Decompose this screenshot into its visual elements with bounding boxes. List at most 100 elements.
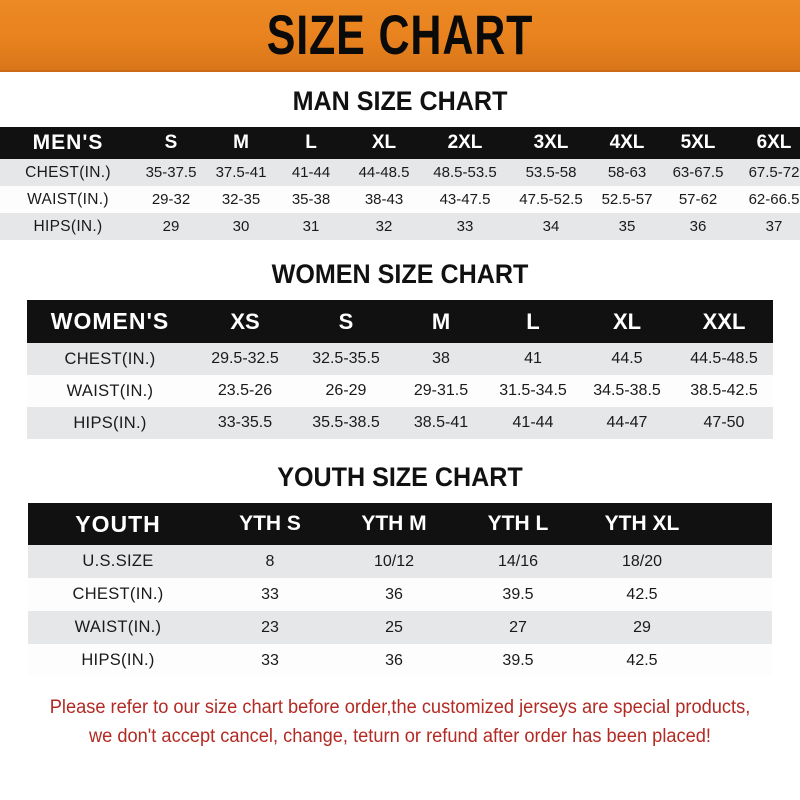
men-measurement-value: 35-38 bbox=[276, 186, 346, 213]
women-size-column-header: XXL bbox=[675, 300, 773, 343]
men-measurement-value: 57-62 bbox=[660, 186, 736, 213]
women-size-column-header: L bbox=[487, 300, 579, 343]
men-measurement-value: 33 bbox=[422, 213, 508, 240]
men-measurement-value: 35-37.5 bbox=[136, 159, 206, 186]
men-measurement-value: 47.5-52.5 bbox=[508, 186, 594, 213]
men-size-column-header: 2XL bbox=[422, 127, 508, 159]
men-measurement-value: 36 bbox=[660, 213, 736, 240]
women-measurement-value: 35.5-38.5 bbox=[297, 407, 395, 439]
men-measurement-value: 62-66.5 bbox=[736, 186, 800, 213]
men-measurement-value: 29 bbox=[136, 213, 206, 240]
youth-measurement-value: 33 bbox=[208, 578, 332, 611]
table-row: WAIST(IN.) 23.5-26 26-29 29-31.5 31.5-34.5 34… bbox=[27, 375, 773, 407]
men-size-column-header: XL bbox=[346, 127, 422, 159]
youth-row-spacer bbox=[704, 578, 772, 611]
men-size-column-header: 6XL bbox=[736, 127, 800, 159]
men-size-column-header: S bbox=[136, 127, 206, 159]
women-size-column-header: XL bbox=[579, 300, 675, 343]
men-measurement-value: 58-63 bbox=[594, 159, 660, 186]
women-measurement-value: 29.5-32.5 bbox=[193, 343, 297, 375]
women-measurement-value: 32.5-35.5 bbox=[297, 343, 395, 375]
men-measurement-value: 34 bbox=[508, 213, 594, 240]
youth-row-spacer bbox=[704, 644, 772, 677]
youth-section-title: YOUTH SIZE CHART bbox=[277, 462, 523, 492]
youth-measurement-value: 42.5 bbox=[580, 578, 704, 611]
men-measurement-value: 63-67.5 bbox=[660, 159, 736, 186]
men-measurement-value: 29-32 bbox=[136, 186, 206, 213]
men-size-column-header: 3XL bbox=[508, 127, 594, 159]
women-measurement-label: CHEST(IN.) bbox=[27, 343, 193, 375]
youth-size-column-header: YTH L bbox=[456, 503, 580, 545]
men-measurement-label: WAIST(IN.) bbox=[0, 186, 136, 213]
youth-size-column-header: YTH S bbox=[208, 503, 332, 545]
youth-measurement-value: 18/20 bbox=[580, 545, 704, 578]
men-size-column-header: 4XL bbox=[594, 127, 660, 159]
youth-row-spacer bbox=[704, 611, 772, 644]
youth-measurement-value: 14/16 bbox=[456, 545, 580, 578]
women-measurement-value: 44-47 bbox=[579, 407, 675, 439]
youth-measurement-value: 25 bbox=[332, 611, 456, 644]
women-measurement-value: 38.5-41 bbox=[395, 407, 487, 439]
women-size-column-header: XS bbox=[193, 300, 297, 343]
women-measurement-value: 44.5-48.5 bbox=[675, 343, 773, 375]
youth-measurement-value: 8 bbox=[208, 545, 332, 578]
women-measurement-label: WAIST(IN.) bbox=[27, 375, 193, 407]
women-size-table: WOMEN'S XS S M L XL XXL CHEST(IN.) 29.5-32.5 32.5… bbox=[27, 300, 773, 439]
women-measurement-value: 31.5-34.5 bbox=[487, 375, 579, 407]
women-size-column-header: S bbox=[297, 300, 395, 343]
women-measurement-value: 34.5-38.5 bbox=[579, 375, 675, 407]
women-measurement-value: 47-50 bbox=[675, 407, 773, 439]
table-row: CHEST(IN.) 33 36 39.5 42.5 bbox=[28, 578, 772, 611]
men-measurement-label: HIPS(IN.) bbox=[0, 213, 136, 240]
youth-measurement-value: 36 bbox=[332, 644, 456, 677]
men-measurement-value: 38-43 bbox=[346, 186, 422, 213]
disclaimer-line-1: Please refer to our size chart before or… bbox=[49, 697, 751, 718]
youth-measurement-value: 39.5 bbox=[456, 644, 580, 677]
women-measurement-value: 26-29 bbox=[297, 375, 395, 407]
youth-header-spacer bbox=[704, 503, 772, 545]
youth-header-label: YOUTH bbox=[28, 503, 208, 545]
youth-row-spacer bbox=[704, 545, 772, 578]
men-measurement-value: 53.5-58 bbox=[508, 159, 594, 186]
men-measurement-value: 48.5-53.5 bbox=[422, 159, 508, 186]
table-row: HIPS(IN.) 29 30 31 32 33 34 35 36 37 bbox=[0, 213, 800, 240]
man-section-title: MAN SIZE CHART bbox=[292, 86, 508, 116]
youth-measurement-value: 36 bbox=[332, 578, 456, 611]
youth-size-column-header: YTH M bbox=[332, 503, 456, 545]
men-measurement-value: 31 bbox=[276, 213, 346, 240]
men-measurement-value: 37.5-41 bbox=[206, 159, 276, 186]
women-section-title: WOMEN SIZE CHART bbox=[271, 259, 529, 289]
men-measurement-label: CHEST(IN.) bbox=[0, 159, 136, 186]
women-measurement-value: 44.5 bbox=[579, 343, 675, 375]
table-row: HIPS(IN.) 33-35.5 35.5-38.5 38.5-41 41-44 44-… bbox=[27, 407, 773, 439]
women-measurement-value: 41 bbox=[487, 343, 579, 375]
men-measurement-value: 44-48.5 bbox=[346, 159, 422, 186]
table-row: WAIST(IN.) 23 25 27 29 bbox=[28, 611, 772, 644]
men-header-row: MEN'S S M L XL 2XL 3XL 4XL 5XL 6XL bbox=[0, 127, 800, 159]
youth-measurement-value: 33 bbox=[208, 644, 332, 677]
men-size-column-header: M bbox=[206, 127, 276, 159]
men-measurement-value: 41-44 bbox=[276, 159, 346, 186]
women-measurement-value: 41-44 bbox=[487, 407, 579, 439]
table-row: HIPS(IN.) 33 36 39.5 42.5 bbox=[28, 644, 772, 677]
men-measurement-value: 37 bbox=[736, 213, 800, 240]
women-header-label: WOMEN'S bbox=[27, 300, 193, 343]
men-header-label: MEN'S bbox=[0, 127, 136, 159]
youth-measurement-value: 10/12 bbox=[332, 545, 456, 578]
women-measurement-label: HIPS(IN.) bbox=[27, 407, 193, 439]
man-size-table-wrap: MEN'S S M L XL 2XL 3XL 4XL 5XL 6XL CHEST(IN.) 35-37… bbox=[0, 127, 800, 240]
youth-measurement-label: CHEST(IN.) bbox=[28, 578, 208, 611]
women-size-column-header: M bbox=[395, 300, 487, 343]
men-size-column-header: 5XL bbox=[660, 127, 736, 159]
table-row: CHEST(IN.) 35-37.5 37.5-41 41-44 44-48.5 48.5… bbox=[0, 159, 800, 186]
youth-measurement-label: U.S.SIZE bbox=[28, 545, 208, 578]
youth-measurement-value: 23 bbox=[208, 611, 332, 644]
women-measurement-value: 29-31.5 bbox=[395, 375, 487, 407]
order-disclaimer: Please refer to our size chart before or… bbox=[16, 693, 784, 752]
table-row: U.S.SIZE 8 10/12 14/16 18/20 bbox=[28, 545, 772, 578]
women-size-table-wrap: WOMEN'S XS S M L XL XXL CHEST(IN.) 29.5-32.5 32.5… bbox=[0, 300, 800, 439]
youth-size-column-header: YTH XL bbox=[580, 503, 704, 545]
men-measurement-value: 32 bbox=[346, 213, 422, 240]
women-header-row: WOMEN'S XS S M L XL XXL bbox=[27, 300, 773, 343]
women-measurement-value: 38.5-42.5 bbox=[675, 375, 773, 407]
